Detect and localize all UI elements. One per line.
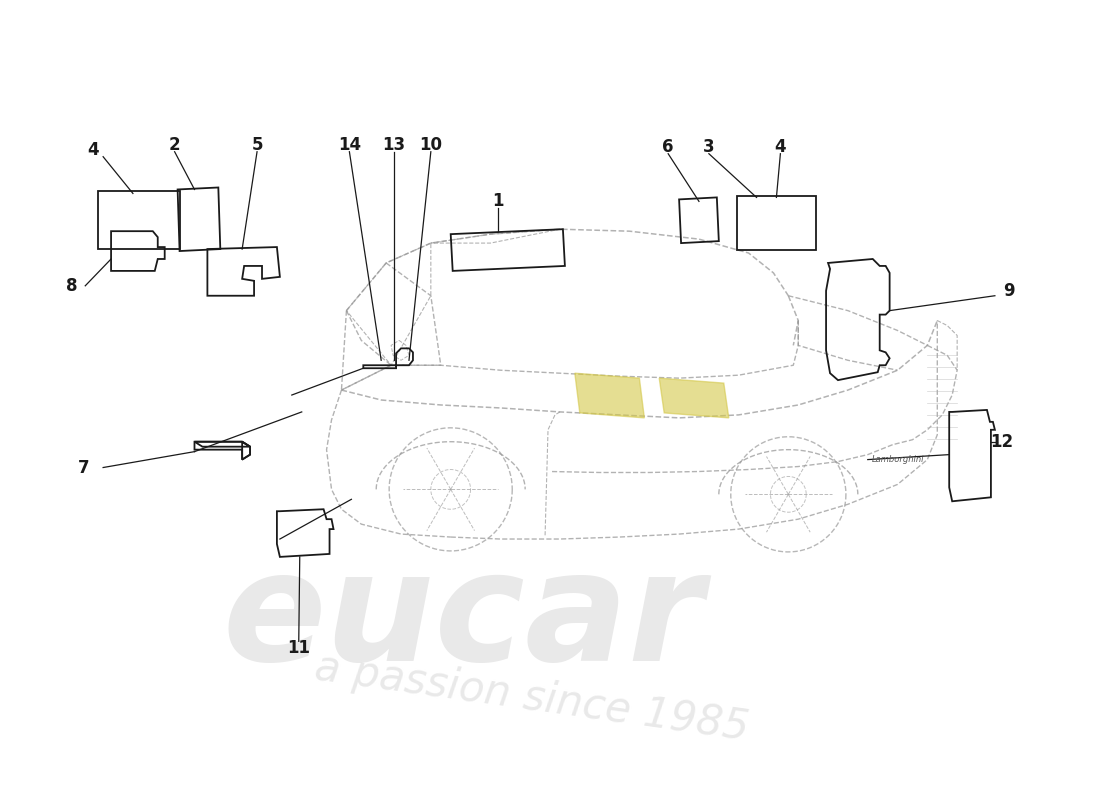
Text: a passion since 1985: a passion since 1985 [311, 646, 751, 749]
Text: Lamborghini: Lamborghini [871, 455, 924, 464]
Bar [98, 191, 179, 249]
Polygon shape [575, 373, 645, 418]
Text: 12: 12 [990, 433, 1013, 450]
Text: 3: 3 [703, 138, 715, 156]
Text: 14: 14 [338, 136, 361, 154]
Text: 4: 4 [87, 141, 99, 158]
Text: 6: 6 [662, 138, 674, 156]
Text: 4: 4 [774, 138, 786, 156]
Text: 10: 10 [419, 136, 442, 154]
Bar [737, 197, 816, 250]
Text: 1: 1 [493, 192, 504, 210]
Text: 7: 7 [77, 458, 89, 477]
Polygon shape [659, 378, 728, 418]
Text: 11: 11 [287, 639, 310, 658]
Text: 9: 9 [1003, 282, 1014, 300]
Text: 5: 5 [251, 136, 263, 154]
Text: eucar: eucar [222, 544, 704, 693]
Text: 8: 8 [66, 277, 77, 294]
Text: 2: 2 [168, 136, 180, 154]
Text: 13: 13 [383, 136, 406, 154]
